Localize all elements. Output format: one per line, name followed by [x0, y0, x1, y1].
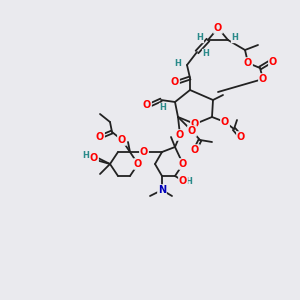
Text: O: O: [188, 126, 196, 136]
Text: O: O: [118, 135, 126, 145]
Text: H: H: [82, 152, 89, 160]
Text: O: O: [90, 153, 98, 163]
Text: O: O: [140, 147, 148, 157]
Text: O: O: [143, 100, 151, 110]
Text: O: O: [259, 74, 267, 84]
Text: H: H: [186, 178, 192, 187]
Text: O: O: [269, 57, 277, 67]
Text: O: O: [221, 117, 229, 127]
Text: O: O: [171, 77, 179, 87]
Text: H: H: [232, 34, 238, 43]
Text: O: O: [214, 23, 222, 33]
Text: O: O: [179, 176, 187, 186]
Text: O: O: [134, 159, 142, 169]
Text: H: H: [160, 103, 167, 112]
Text: O: O: [191, 119, 199, 129]
Text: O: O: [244, 58, 252, 68]
Text: H: H: [196, 34, 203, 43]
Text: O: O: [237, 132, 245, 142]
Text: O: O: [179, 159, 187, 169]
Text: N: N: [158, 185, 166, 195]
Text: H: H: [202, 50, 209, 58]
Text: H: H: [175, 58, 182, 68]
Text: O: O: [176, 130, 184, 140]
Text: O: O: [96, 132, 104, 142]
Text: O: O: [191, 145, 199, 155]
